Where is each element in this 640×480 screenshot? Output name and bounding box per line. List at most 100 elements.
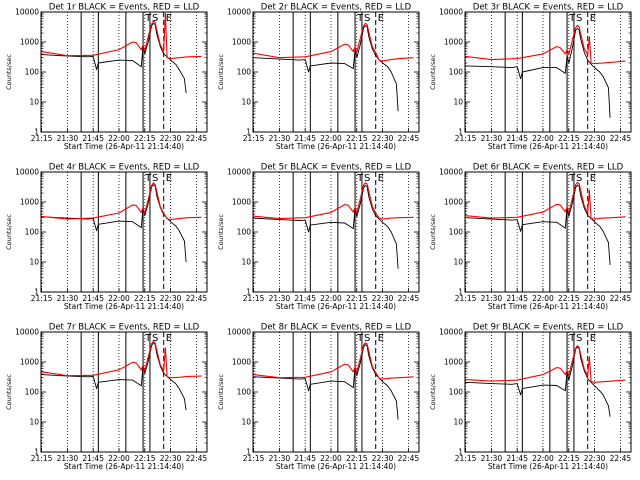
y-tick-label: 1 xyxy=(458,448,463,457)
series-lld-line xyxy=(41,182,202,221)
marker-label-t: T xyxy=(568,13,576,24)
x-tick-label: 22:15 xyxy=(558,134,580,143)
x-tick-label: 22:15 xyxy=(134,454,156,463)
marker-label-t: T xyxy=(356,333,364,344)
x-tick-label: 22:15 xyxy=(558,454,580,463)
x-tick-label: 21:45 xyxy=(82,134,104,143)
marker-label-e: E xyxy=(590,333,596,344)
series-lld-line xyxy=(253,22,414,62)
y-tick-label: 10 xyxy=(453,418,463,427)
x-tick-label: 21:30 xyxy=(269,454,291,463)
panel-title: Det 1r BLACK = Events, RED = LLD xyxy=(49,3,200,13)
marker-label-e: E xyxy=(378,333,384,344)
y-tick-label: 10000 xyxy=(439,168,463,177)
y-tick-label: 10 xyxy=(241,98,251,107)
panel-det-1: Det 1r BLACK = Events, RED = LLD 21:15 21:… xyxy=(5,3,208,151)
y-tick-label: 10 xyxy=(453,98,463,107)
y-tick-label: 1 xyxy=(458,288,463,297)
x-tick-label: 22:00 xyxy=(320,134,342,143)
x-tick-label: 21:30 xyxy=(57,454,79,463)
x-tick-label: 21:15 xyxy=(31,134,53,143)
x-tick-label: 22:00 xyxy=(108,454,130,463)
y-tick-label: 10 xyxy=(241,418,251,427)
x-tick-label: 22:45 xyxy=(610,294,632,303)
y-tick-label: 1 xyxy=(34,448,39,457)
x-tick-label: 21:15 xyxy=(455,134,477,143)
y-tick-label: 1 xyxy=(34,128,39,137)
y-axis-label: Counts/sec xyxy=(5,374,13,410)
x-tick-label: 21:15 xyxy=(455,454,477,463)
x-axis-label: Start Time (26-Apr-11 21:14:40) xyxy=(488,302,608,311)
panel-title: Det 2r BLACK = Events, RED = LLD xyxy=(261,3,412,13)
marker-label-t: T xyxy=(568,173,576,184)
series-lld-line xyxy=(41,12,202,60)
x-axis-label: Start Time (26-Apr-11 21:14:40) xyxy=(276,142,396,151)
marker-label-t: T xyxy=(144,13,152,24)
y-tick-label: 1000 xyxy=(444,358,463,367)
y-axis-label: Counts/sec xyxy=(429,54,437,90)
series-lld-line xyxy=(41,340,202,379)
x-tick-label: 22:45 xyxy=(186,294,208,303)
y-tick-label: 100 xyxy=(449,68,464,77)
marker-label-s: S xyxy=(576,333,582,344)
y-tick-label: 10 xyxy=(29,258,39,267)
panel-det-8: Det 8r BLACK = Events, RED = LLD 21:15 21:… xyxy=(217,323,420,471)
plot-frame xyxy=(40,171,208,293)
x-tick-label: 21:30 xyxy=(481,134,503,143)
x-tick-label: 22:30 xyxy=(584,134,606,143)
plot-frame xyxy=(252,171,420,293)
x-tick-label: 21:45 xyxy=(506,454,528,463)
x-tick-label: 21:15 xyxy=(455,294,477,303)
y-tick-label: 1000 xyxy=(444,198,463,207)
x-tick-label: 21:15 xyxy=(31,294,53,303)
y-tick-label: 100 xyxy=(25,388,40,397)
y-tick-label: 10000 xyxy=(439,8,463,17)
series-events-line xyxy=(253,344,399,420)
x-axis-label: Start Time (26-Apr-11 21:14:40) xyxy=(64,302,184,311)
y-tick-label: 100 xyxy=(449,388,464,397)
series-lld-line xyxy=(465,345,626,383)
x-tick-label: 22:45 xyxy=(398,454,420,463)
y-tick-label: 100 xyxy=(449,228,464,237)
y-axis-label: Counts/sec xyxy=(429,374,437,410)
y-tick-label: 10000 xyxy=(227,328,251,337)
x-tick-label: 22:45 xyxy=(186,134,208,143)
marker-label-s: S xyxy=(364,333,370,344)
marker-label-e: E xyxy=(166,13,172,24)
x-tick-label: 21:30 xyxy=(481,294,503,303)
y-tick-label: 10 xyxy=(29,98,39,107)
x-tick-label: 22:15 xyxy=(134,134,156,143)
y-tick-label: 1 xyxy=(458,128,463,137)
y-tick-label: 100 xyxy=(237,388,252,397)
x-tick-label: 22:00 xyxy=(532,134,554,143)
series-lld-line xyxy=(465,24,626,65)
y-axis-label: Counts/sec xyxy=(5,214,13,250)
x-tick-label: 21:45 xyxy=(294,294,316,303)
series-events-line xyxy=(41,184,187,263)
y-tick-label: 100 xyxy=(25,228,40,237)
y-tick-label: 10 xyxy=(29,418,39,427)
y-axis-label: Counts/sec xyxy=(217,374,225,410)
x-tick-label: 22:15 xyxy=(346,134,368,143)
x-axis-label: Start Time (26-Apr-11 21:14:40) xyxy=(64,462,184,471)
y-axis-label: Counts/sec xyxy=(429,214,437,250)
x-tick-label: 22:30 xyxy=(372,454,394,463)
panel-title: Det 5r BLACK = Events, RED = LLD xyxy=(261,163,412,173)
panel-title: Det 4r BLACK = Events, RED = LLD xyxy=(49,163,200,173)
marker-label-s: S xyxy=(364,173,370,184)
y-tick-label: 10 xyxy=(241,258,251,267)
y-tick-label: 10000 xyxy=(227,8,251,17)
x-tick-label: 21:30 xyxy=(269,294,291,303)
x-axis-label: Start Time (26-Apr-11 21:14:40) xyxy=(64,142,184,151)
x-axis-label: Start Time (26-Apr-11 21:14:40) xyxy=(276,462,396,471)
marker-label-e: E xyxy=(166,173,172,184)
x-tick-label: 21:15 xyxy=(243,134,265,143)
x-tick-label: 22:45 xyxy=(398,134,420,143)
marker-label-t: T xyxy=(356,173,364,184)
panel-det-4: Det 4r BLACK = Events, RED = LLD 21:15 21:… xyxy=(5,163,208,311)
marker-label-s: S xyxy=(152,333,158,344)
y-axis-label: Counts/sec xyxy=(217,54,225,90)
series-events-line xyxy=(253,184,399,269)
panel-det-3: Det 3r BLACK = Events, RED = LLD 21:15 21:… xyxy=(429,3,632,151)
